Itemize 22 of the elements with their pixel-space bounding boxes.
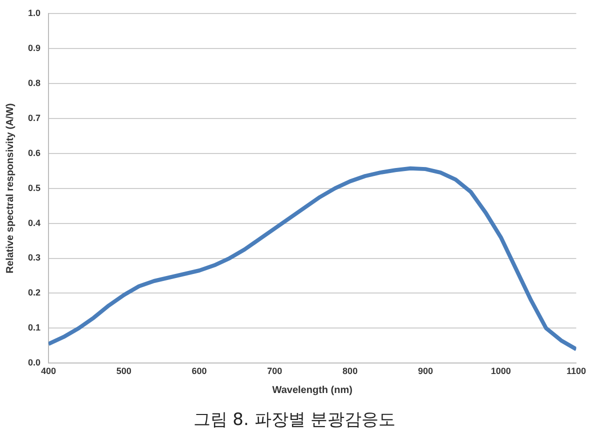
x-tick-label: 1100 — [566, 366, 586, 376]
y-tick-label: 0.6 — [28, 148, 41, 158]
y-tick-label: 0.1 — [28, 322, 41, 333]
y-tick-label: 0.2 — [28, 288, 41, 298]
y-tick-label: 0.9 — [28, 42, 41, 53]
x-tick-label: 600 — [192, 366, 207, 376]
x-axis-title: Wavelength (nm) — [272, 384, 352, 396]
y-tick-label: 0.7 — [28, 112, 41, 123]
text: 0.0 — [28, 358, 41, 368]
y-tick-label: 0.3 — [28, 252, 41, 263]
x-tick-label: 800 — [342, 366, 358, 376]
x-tick-label: 700 — [267, 366, 282, 376]
y-axis-title: Relative spectral responsivity (A/W) — [4, 103, 16, 274]
x-tick-label: 400 — [40, 366, 56, 376]
text: 1.0 — [28, 8, 41, 18]
y-tick-label: 0.8 — [28, 78, 41, 88]
y-tick-label: 0.4 — [28, 218, 41, 228]
caption: 그림 8. 파장별 분광감응도 — [192, 409, 397, 431]
x-tick-label: 900 — [418, 366, 433, 376]
x-tick-label: 500 — [116, 366, 132, 376]
x-tick-label: 1000 — [490, 366, 511, 376]
y-tick-label: 0.5 — [28, 182, 41, 193]
